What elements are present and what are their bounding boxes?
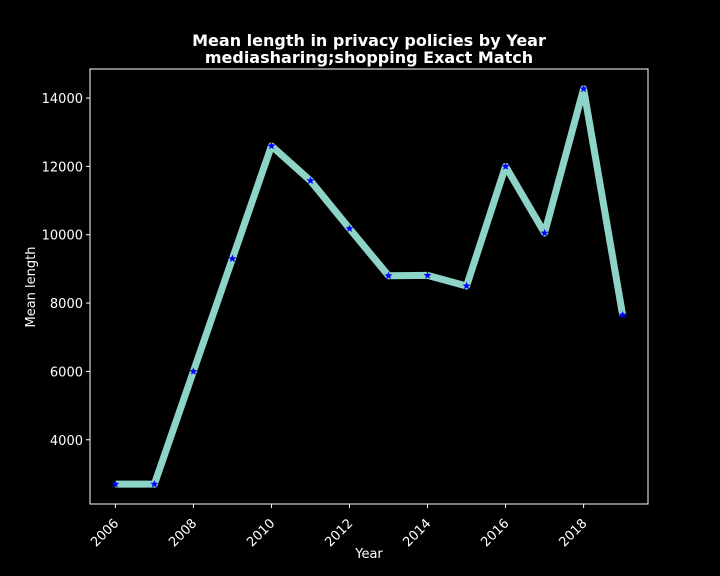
y-tick-label: 12000 [42, 160, 83, 175]
series-markers [111, 84, 627, 488]
y-axis: 4000 6000 8000 10000 12000 14000 [42, 92, 90, 449]
x-tick-label: 2008 [166, 516, 200, 550]
x-tick-label: 2014 [400, 516, 434, 550]
data-point-2018 [579, 84, 588, 93]
y-tick-label: 10000 [42, 229, 83, 244]
series-line-mean-length [115, 85, 627, 488]
x-tick-label: 2006 [88, 516, 122, 550]
data-point-2006 [111, 479, 120, 488]
y-tick-label: 14000 [42, 92, 83, 107]
data-point-2011 [306, 176, 315, 185]
data-point-2016 [501, 162, 510, 170]
y-tick-label: 6000 [50, 365, 83, 380]
data-point-2017 [540, 228, 549, 237]
data-point-2019 [618, 310, 627, 319]
x-axis-label: Year [354, 547, 383, 562]
x-tick-label: 2010 [244, 516, 278, 550]
x-tick-label: 2018 [556, 516, 590, 550]
x-axis: 2006 2008 2010 2012 2014 2016 2018 [88, 504, 590, 550]
y-tick-label: 4000 [50, 434, 83, 449]
data-point-2008 [189, 367, 198, 375]
data-point-2013 [384, 271, 393, 280]
chart-subtitle: mediasharing;shopping Exact Match [205, 48, 533, 67]
y-axis-label: Mean length [24, 247, 39, 328]
data-point-2010 [267, 141, 276, 150]
data-point-2015 [462, 281, 471, 290]
data-point-2014 [423, 271, 432, 279]
data-point-2012 [345, 224, 354, 232]
y-tick-label: 8000 [50, 297, 83, 312]
plot-area-frame [89, 68, 649, 505]
x-tick-label: 2012 [322, 516, 356, 550]
x-tick-label: 2016 [478, 516, 512, 550]
data-point-2009 [228, 254, 237, 263]
data-point-2007 [150, 479, 159, 488]
chart-title: Mean length in privacy policies by Year [192, 31, 546, 50]
